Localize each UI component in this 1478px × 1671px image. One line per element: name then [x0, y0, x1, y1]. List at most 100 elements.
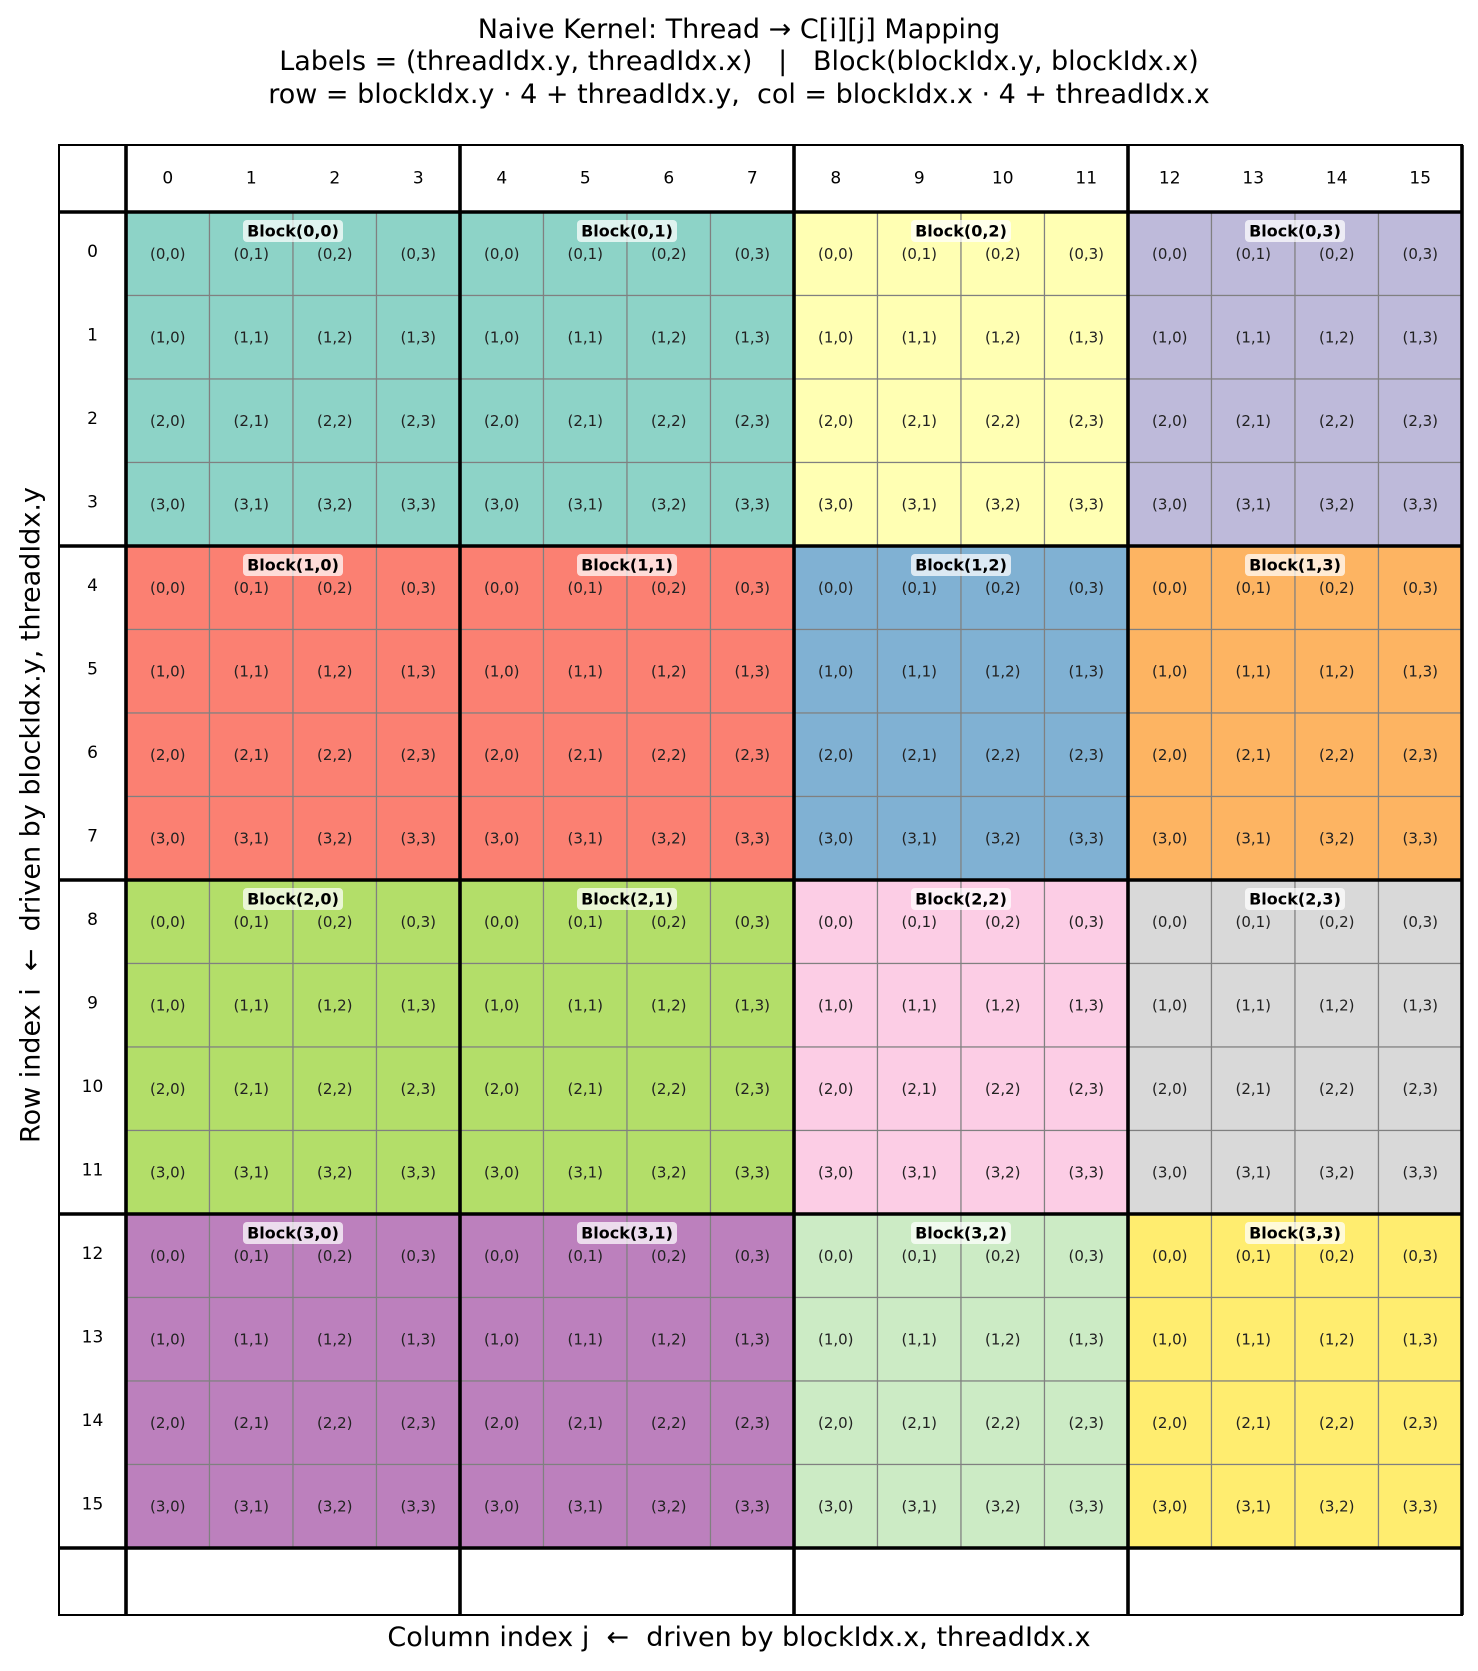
thread-label: (1,1)	[1235, 662, 1271, 680]
thread-label: (1,2)	[651, 1330, 687, 1348]
thread-label: (0,2)	[1319, 913, 1355, 931]
thread-label: (3,3)	[1068, 1497, 1104, 1515]
thread-label: (0,2)	[1319, 245, 1355, 263]
grid-cell	[960, 1046, 1046, 1132]
thread-label: (1,3)	[1402, 328, 1438, 346]
thread-label: (1,0)	[818, 1330, 854, 1348]
thread-label: (0,1)	[1235, 913, 1271, 931]
thread-label: (0,2)	[985, 913, 1021, 931]
thread-label: (0,0)	[150, 245, 186, 263]
thread-label: (0,2)	[1319, 579, 1355, 597]
thread-label: (0,2)	[985, 245, 1021, 263]
block-label: Block(0,3)	[1249, 222, 1341, 241]
thread-label: (2,3)	[1068, 1414, 1104, 1432]
grid-cell	[459, 461, 545, 547]
block-label: Block(2,1)	[581, 890, 673, 909]
thread-label: (3,1)	[1235, 495, 1271, 513]
thread-label: (2,3)	[1402, 746, 1438, 764]
block-label-background	[911, 888, 1011, 910]
thread-label: (3,1)	[233, 495, 269, 513]
thread-label: (1,0)	[1152, 1330, 1188, 1348]
column-header: 9	[914, 169, 925, 189]
grid-cell	[876, 378, 962, 464]
thread-label: (1,0)	[818, 996, 854, 1014]
title-line-1: Naive Kernel: Thread → C[i][j] Mapping	[477, 14, 1001, 45]
grid-cell	[459, 1296, 545, 1382]
thread-label: (3,0)	[484, 1163, 520, 1181]
grid-cell	[626, 1129, 712, 1215]
grid-cell	[709, 1463, 795, 1549]
thread-label: (2,1)	[901, 746, 937, 764]
thread-label: (2,0)	[150, 746, 186, 764]
thread-label: (2,1)	[567, 746, 603, 764]
thread-label: (0,2)	[317, 913, 353, 931]
thread-label: (3,3)	[734, 829, 770, 847]
thread-label: (2,2)	[1319, 1080, 1355, 1098]
thread-label: (3,2)	[985, 1497, 1021, 1515]
thread-label: (3,1)	[567, 1497, 603, 1515]
grid-cell	[375, 879, 461, 965]
thread-label: (2,0)	[484, 412, 520, 430]
thread-label: (3,3)	[1402, 495, 1438, 513]
thread-label: (2,2)	[651, 1080, 687, 1098]
grid-cell	[375, 545, 461, 631]
grid-cell	[459, 712, 545, 798]
thread-label: (1,3)	[1068, 1330, 1104, 1348]
thread-label: (2,3)	[734, 746, 770, 764]
grid-cell	[626, 962, 712, 1048]
thread-label: (2,1)	[567, 1414, 603, 1432]
row-header: 15	[82, 1495, 104, 1515]
grid-cell	[709, 1296, 795, 1382]
grid-cell	[876, 1380, 962, 1466]
x-axis-label: Column index j ← driven by blockIdx.x, t…	[387, 1622, 1091, 1653]
thread-label: (0,1)	[901, 579, 937, 597]
thread-label: (1,2)	[317, 328, 353, 346]
thread-label: (2,1)	[901, 1414, 937, 1432]
thread-label: (2,2)	[317, 1080, 353, 1098]
thread-label: (2,2)	[1319, 746, 1355, 764]
thread-label: (1,0)	[484, 328, 520, 346]
thread-label: (3,1)	[1235, 1163, 1271, 1181]
grid-cell	[1210, 461, 1296, 547]
grid-cell	[1210, 1296, 1296, 1382]
grid-cell	[1377, 545, 1463, 631]
block-label-background	[577, 888, 677, 910]
thread-label: (3,2)	[317, 1497, 353, 1515]
grid-cell	[208, 962, 294, 1048]
block-label: Block(0,1)	[581, 222, 673, 241]
thread-label: (3,2)	[985, 1163, 1021, 1181]
thread-label: (0,2)	[317, 245, 353, 263]
grid-cell	[292, 1296, 378, 1382]
thread-label: (0,3)	[734, 913, 770, 931]
thread-label: (2,0)	[818, 412, 854, 430]
grid-cell	[292, 294, 378, 380]
grid-cell	[626, 461, 712, 547]
thread-label: (2,3)	[1402, 412, 1438, 430]
thread-label: (1,0)	[1152, 328, 1188, 346]
row-header: 9	[87, 994, 98, 1014]
thread-label: (0,0)	[1152, 1247, 1188, 1265]
grid-cell	[125, 795, 211, 881]
grid-cell	[1127, 962, 1213, 1048]
grid-cell	[459, 879, 545, 965]
block-label-background	[243, 1222, 343, 1244]
grid-cell	[125, 1213, 211, 1299]
grid-cell	[876, 628, 962, 714]
grid-cell	[1377, 628, 1463, 714]
thread-label: (0,0)	[150, 1247, 186, 1265]
grid-cell	[876, 461, 962, 547]
grid-cell	[1294, 1296, 1380, 1382]
thread-label: (2,2)	[317, 412, 353, 430]
thread-label: (1,2)	[317, 1330, 353, 1348]
thread-label: (3,3)	[1068, 829, 1104, 847]
thread-label: (1,2)	[985, 1330, 1021, 1348]
grid-cell	[709, 545, 795, 631]
grid-cell	[459, 1463, 545, 1549]
thread-label: (3,0)	[1152, 829, 1188, 847]
thread-label: (3,1)	[1235, 829, 1271, 847]
grid-cell	[876, 795, 962, 881]
block-label: Block(1,3)	[1249, 556, 1341, 575]
thread-label: (1,3)	[734, 996, 770, 1014]
thread-label: (3,3)	[1402, 1497, 1438, 1515]
block-label: Block(3,3)	[1249, 1224, 1341, 1243]
